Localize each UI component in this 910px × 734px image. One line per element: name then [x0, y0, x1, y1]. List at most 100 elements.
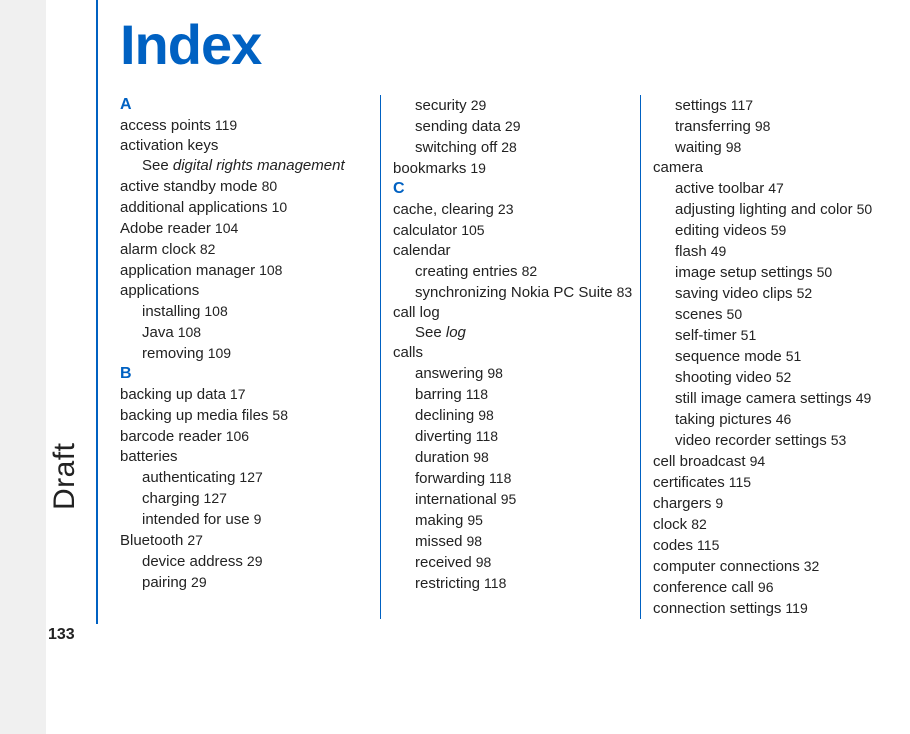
index-term: barcode reader: [120, 428, 222, 445]
content-area: Index Aaccess points119activation keysSe…: [120, 12, 900, 619]
index-entry: connection settings119: [653, 598, 884, 619]
index-term: computer connections: [653, 558, 800, 575]
index-page-ref: 9: [250, 511, 262, 527]
index-page-ref: 17: [226, 386, 246, 402]
index-term: activation keys: [120, 137, 218, 154]
index-entry: calls: [393, 343, 624, 363]
index-term: alarm clock: [120, 241, 196, 258]
left-sidebar-band: [0, 0, 46, 734]
index-page-ref: 119: [211, 117, 237, 133]
index-page-ref: 108: [255, 262, 282, 278]
index-term: authenticating: [142, 469, 235, 486]
index-entry: barcode reader106: [120, 426, 364, 447]
index-subentry: making95: [393, 510, 624, 531]
index-page-ref: 29: [243, 553, 263, 569]
index-term: making: [415, 512, 463, 529]
index-page-ref: 82: [518, 263, 538, 279]
index-subentry: editing videos59: [653, 220, 884, 241]
index-term: duration: [415, 449, 469, 466]
index-page-ref: 118: [485, 470, 511, 486]
index-term: Adobe reader: [120, 220, 211, 237]
index-entry: codes115: [653, 535, 884, 556]
index-page-ref: 29: [501, 118, 521, 134]
index-subentry: declining98: [393, 405, 624, 426]
index-entry: Adobe reader104: [120, 218, 364, 239]
index-term: active standby mode: [120, 178, 258, 195]
index-page-ref: 47: [764, 180, 784, 196]
index-page-ref: 98: [751, 118, 771, 134]
index-page-ref: 58: [268, 407, 288, 423]
index-term: active toolbar: [675, 180, 764, 197]
index-page-ref: 105: [457, 222, 484, 238]
index-subentry: settings117: [653, 95, 884, 116]
index-page-ref: 118: [472, 428, 498, 444]
index-term: video recorder settings: [675, 432, 827, 449]
index-page-ref: 119: [781, 600, 807, 616]
index-term: settings: [675, 97, 727, 114]
index-term: certificates: [653, 474, 725, 491]
index-term: calendar: [393, 242, 451, 259]
draft-label: Draft: [48, 442, 82, 510]
index-page-ref: 23: [494, 201, 514, 217]
index-subentry: still image camera settings49: [653, 388, 884, 409]
index-subentry: international95: [393, 489, 624, 510]
index-entry: conference call96: [653, 577, 884, 598]
index-term: removing: [142, 345, 204, 362]
index-page-ref: 50: [813, 264, 833, 280]
index-subentry: transferring98: [653, 116, 884, 137]
index-see-ref: See digital rights management: [120, 156, 364, 176]
index-term: sequence mode: [675, 348, 782, 365]
index-entry: call log: [393, 303, 624, 323]
index-subentry: charging127: [120, 488, 364, 509]
index-entry: batteries: [120, 447, 364, 467]
index-term: calls: [393, 344, 423, 361]
index-subentry: shooting video52: [653, 367, 884, 388]
index-entry: activation keys: [120, 136, 364, 156]
index-subentry: scenes50: [653, 304, 884, 325]
index-entry: camera: [653, 158, 884, 178]
index-page-ref: 115: [725, 474, 751, 490]
index-term: taking pictures: [675, 411, 772, 428]
index-page-ref: 52: [793, 285, 813, 301]
index-subentry: self-timer51: [653, 325, 884, 346]
index-term: shooting video: [675, 369, 772, 386]
index-page-ref: 10: [268, 199, 288, 215]
index-subentry: adjusting lighting and color50: [653, 199, 884, 220]
index-subentry: security29: [393, 95, 624, 116]
see-prefix: See: [415, 324, 446, 341]
index-page-ref: 52: [772, 369, 792, 385]
index-term: cache, clearing: [393, 201, 494, 218]
index-page-ref: 108: [200, 303, 227, 319]
index-entry: active standby mode80: [120, 176, 364, 197]
index-column: Aaccess points119activation keysSee digi…: [120, 95, 380, 619]
index-page-ref: 82: [687, 516, 707, 532]
index-term: clock: [653, 516, 687, 533]
index-page-ref: 51: [782, 348, 802, 364]
index-page-ref: 46: [772, 411, 792, 427]
index-letter: C: [393, 179, 624, 199]
index-term: codes: [653, 537, 693, 554]
index-page-ref: 98: [474, 407, 494, 423]
index-term: creating entries: [415, 263, 518, 280]
index-subentry: switching off28: [393, 137, 624, 158]
index-term: international: [415, 491, 497, 508]
index-term: cell broadcast: [653, 453, 746, 470]
index-entry: clock82: [653, 514, 884, 535]
index-term: charging: [142, 490, 200, 507]
index-page-ref: 49: [852, 390, 872, 406]
index-entry: application manager108: [120, 260, 364, 281]
index-term: connection settings: [653, 600, 781, 617]
index-subentry: intended for use9: [120, 509, 364, 530]
page: Draft 133 Index Aaccess points119activat…: [0, 0, 910, 734]
index-subentry: removing109: [120, 343, 364, 364]
index-page-ref: 98: [722, 139, 742, 155]
index-term: saving video clips: [675, 285, 793, 302]
index-term: transferring: [675, 118, 751, 135]
index-subentry: image setup settings50: [653, 262, 884, 283]
index-subentry: creating entries82: [393, 261, 624, 282]
index-page-ref: 109: [204, 345, 231, 361]
index-term: self-timer: [675, 327, 737, 344]
index-term: adjusting lighting and color: [675, 201, 853, 218]
index-term: backing up data: [120, 386, 226, 403]
index-term: switching off: [415, 139, 497, 156]
